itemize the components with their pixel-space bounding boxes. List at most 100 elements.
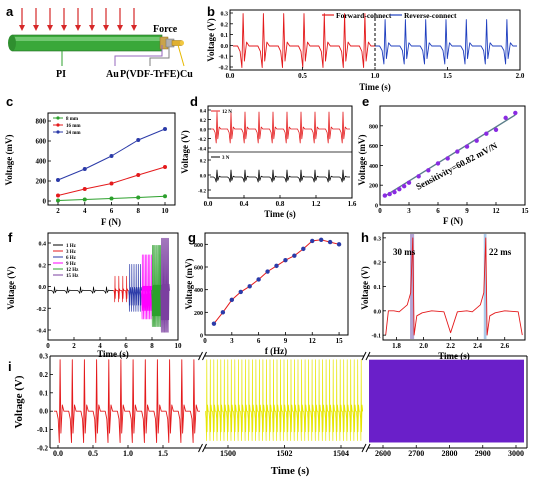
data-point: [247, 284, 252, 289]
axis-break-gap: [200, 445, 205, 451]
cu-leader: [177, 44, 185, 67]
data-point: [211, 321, 217, 326]
x-axis-label: F (N): [101, 217, 121, 227]
panel-b: Forward-connect Reverse-connect 0.0 0.5 1.0 1…: [206, 11, 525, 92]
data-point: [493, 127, 499, 132]
y-tick-label: -0.2: [198, 138, 206, 143]
x-tick-label: 1504: [333, 449, 349, 458]
legend-label: 24 mm: [66, 131, 81, 136]
au-leader: [114, 45, 163, 66]
data-point: [327, 239, 333, 245]
panel-label-i: i: [8, 359, 12, 374]
series-5: [160, 237, 170, 333]
x-tick-label: 2.2: [446, 342, 455, 350]
series-3n: [210, 169, 350, 183]
x-tick-label: 0.5: [88, 449, 98, 458]
x-tick-label: 0.8: [276, 200, 285, 208]
data-point: [265, 269, 270, 274]
highlight-band: [410, 234, 415, 339]
panel-d: 12 N 3 N -0.4 -0.2 0.0 0.2 0.4 -0.2 0.0 0.2 0.0 0.4…: [180, 110, 357, 220]
data-point: [274, 263, 279, 269]
data-point: [513, 110, 518, 116]
y-tick-label: 0: [43, 198, 47, 206]
data-point: [256, 277, 261, 282]
series-2: [128, 263, 143, 312]
x-tick-label: 2800: [442, 449, 458, 458]
pvdf-label: P(VDF-TrFE): [120, 69, 180, 80]
data-point: [474, 138, 479, 143]
y-tick-label: 0.3: [374, 236, 382, 242]
y-tick-label: 0.2: [39, 371, 48, 379]
x-axis-label: Time (s): [359, 82, 391, 92]
x-tick-label: 9: [284, 337, 288, 345]
data-point: [426, 168, 431, 173]
y-tick-label: 0.2: [374, 261, 382, 267]
y-tick-label: 200: [369, 184, 378, 190]
y-tick-label: 0.0: [200, 175, 207, 180]
x-tick-label: 0.4: [240, 200, 249, 208]
data-point: [238, 289, 243, 295]
axis-break-mark: [202, 443, 207, 453]
legend-label: Forward-connect: [336, 11, 392, 20]
y-tick-label: -0.4: [198, 148, 206, 153]
data-point: [229, 297, 235, 303]
series-line: [385, 237, 523, 336]
legend-label: 3 Hz: [66, 250, 77, 255]
data-point: [464, 144, 470, 149]
panel-b-frame: [229, 9, 521, 71]
data-point: [318, 237, 324, 242]
y-tick-label: 0.4: [200, 110, 207, 115]
panel-label-d: d: [190, 94, 198, 109]
panel-c-frame: [47, 112, 176, 206]
x-tick-label: 2.4: [473, 342, 482, 350]
y-tick-label: -0.1: [37, 426, 49, 434]
force-arrowhead: [19, 25, 25, 31]
axis-break-mark: [202, 351, 207, 361]
legend-label: Reverse-connect: [404, 11, 457, 20]
legend-label: 9 Hz: [66, 262, 77, 267]
data-point: [445, 156, 450, 161]
panel-e: Sensitivity=60.82 mV/N0 3 6 9 12 150200400600…: [357, 110, 530, 226]
legend-label: 12 Hz: [66, 268, 79, 273]
force-arrowhead: [131, 25, 137, 31]
au-label: Au: [106, 69, 119, 80]
data-point: [416, 174, 421, 179]
y-tick-label: 0.3: [221, 12, 229, 18]
y-tick-label: 400: [36, 158, 47, 166]
y-axis-label: Voltage (V): [360, 266, 370, 309]
y-tick-label: 0.1: [39, 389, 48, 397]
cu-label: Cu: [180, 69, 193, 80]
segment-3-fill: [369, 359, 524, 443]
data-point: [484, 131, 489, 136]
data-point: [435, 161, 441, 166]
data-point: [109, 196, 114, 201]
highlight-band: [483, 234, 487, 339]
x-tick-label: 2600: [375, 449, 391, 458]
data-point: [382, 193, 388, 198]
annotation-30ms: 30 ms: [393, 247, 416, 257]
data-point: [387, 191, 392, 197]
force-label: Force: [153, 24, 178, 35]
x-tick-label: 8: [137, 207, 141, 215]
force-arrowhead: [89, 25, 95, 31]
x-tick-label: 15: [336, 337, 344, 345]
x-tick-label: 15: [522, 207, 530, 215]
panel-h: 30 ms 22 ms 1.8 2.0 2.2 2.4 2.6 -0.1 0.0 0.1 0.2 0.…: [360, 234, 523, 361]
data-point: [397, 186, 402, 192]
panel-label-b: b: [207, 4, 215, 19]
x-tick-label: 6: [110, 207, 114, 215]
data-point: [82, 197, 87, 202]
x-tick-label: 2: [56, 207, 60, 215]
force-arrowhead: [61, 25, 67, 31]
x-tick-label: 10: [162, 207, 170, 215]
panel-f-frame: [47, 232, 179, 341]
x-tick-label: 3000: [508, 449, 524, 458]
panel-label-c: c: [6, 94, 13, 109]
y-tick-label: 200: [194, 311, 203, 317]
y-axis-label: Voltage (mV): [184, 259, 194, 310]
x-tick-label: 10: [175, 342, 183, 350]
x-tick-label: 2.6: [500, 342, 509, 350]
fit-line: [384, 114, 516, 197]
y-tick-label: 800: [369, 124, 378, 130]
